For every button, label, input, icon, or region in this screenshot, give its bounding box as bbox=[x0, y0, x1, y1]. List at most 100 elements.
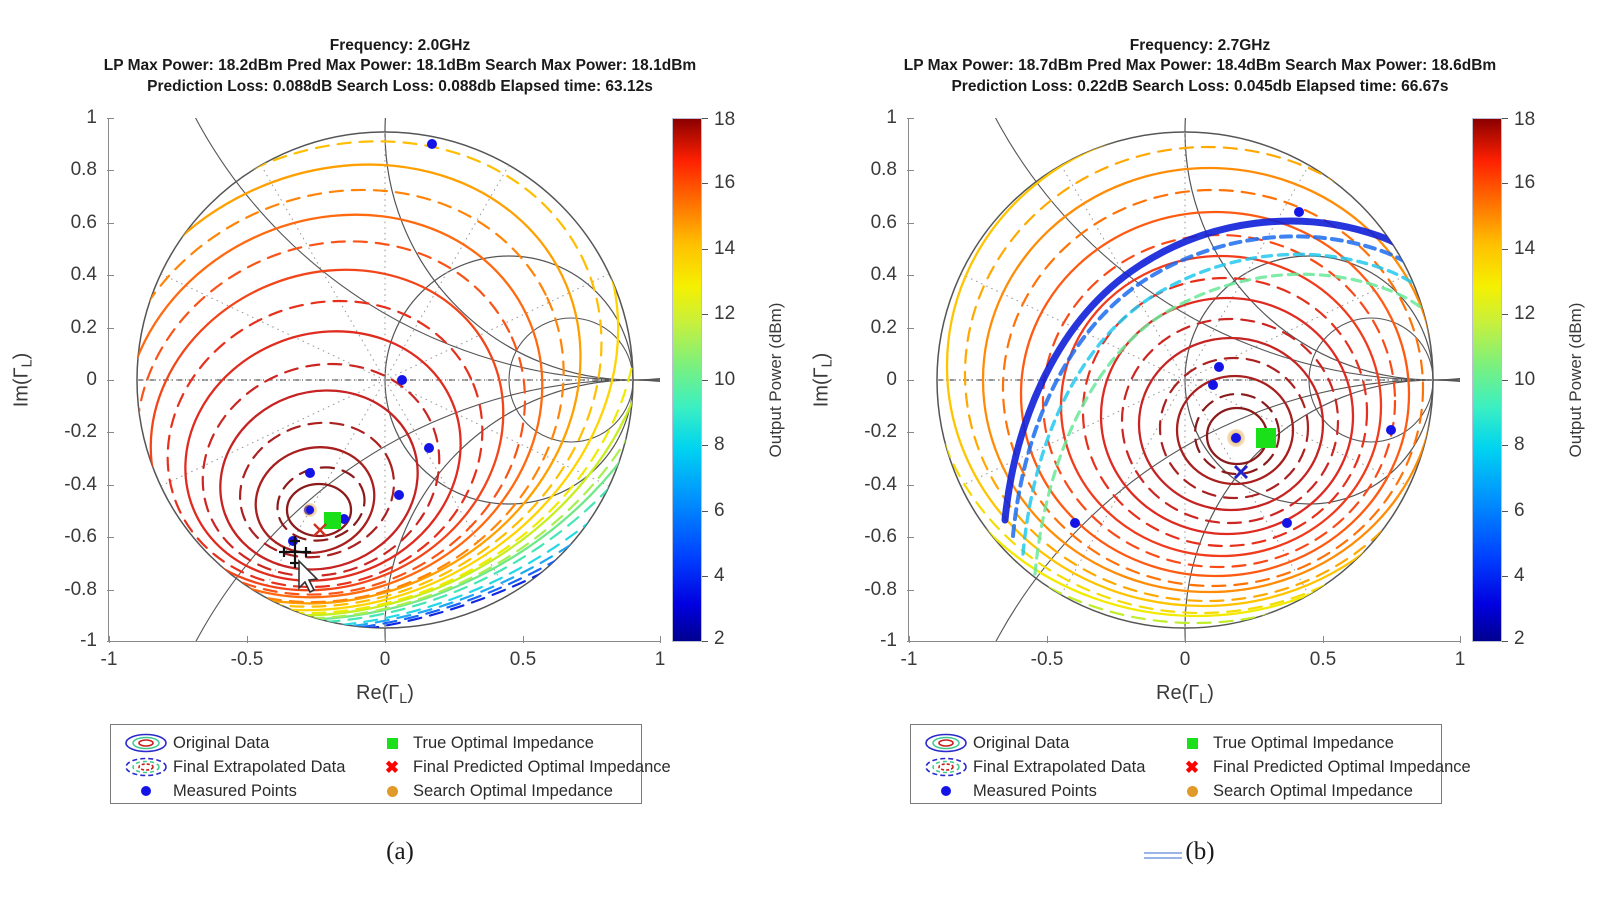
legend-item-final-predicted-optimal-impedance: ✖ Final Predicted Optimal Impedance bbox=[373, 755, 671, 779]
panel-a-xtick-0 bbox=[109, 635, 110, 643]
panel-b-xaxis-label-sub: L bbox=[1199, 691, 1208, 707]
panel-a-predicted-optimal-marker bbox=[313, 523, 327, 537]
panel-b-cbar-tick-2 bbox=[1502, 249, 1508, 250]
panel-a-xtick-label-1: -0.5 bbox=[230, 649, 264, 670]
panel-b-xtick-label-0: -1 bbox=[900, 649, 918, 670]
panel-a-yaxis-label-suffix: ) bbox=[10, 352, 33, 360]
panel-a-xtick-label-2: 0 bbox=[379, 649, 391, 670]
panel-a-ytick-label-7: -0.4 bbox=[64, 474, 97, 495]
panel-a-ytick-2 bbox=[107, 223, 115, 224]
panel-a-cbar-tick-6 bbox=[702, 511, 708, 512]
legend-label-final-predicted-optimal-impedance: Final Predicted Optimal Impedance bbox=[413, 757, 671, 776]
panel-b-cbar-tick-0 bbox=[1502, 118, 1508, 119]
panel-b-legend-col-right: True Optimal Impedance ✖ Final Predicted… bbox=[1173, 731, 1471, 803]
panel-b-cbar-label-1: 16 bbox=[1514, 172, 1536, 193]
panel-a-ytick-7 bbox=[107, 485, 115, 486]
red-x-icon: ✖ bbox=[1184, 757, 1200, 777]
panel-a-ytick-label-6: -0.2 bbox=[64, 421, 97, 442]
panel-b-cbar-tick-3 bbox=[1502, 314, 1508, 315]
panel-b-axes: -1 -0.5 0 0.5 1 1 0.8 0.6 0.4 0.2 0 -0.2… bbox=[810, 107, 1465, 707]
panel-a-legend-col-right: True Optimal Impedance ✖ Final Predicted… bbox=[373, 731, 671, 803]
panel-a-colorbar-title: Output Power (dBm) bbox=[766, 302, 785, 458]
panel-a-ytick-6 bbox=[107, 432, 115, 433]
panel-b-ytick-10 bbox=[907, 641, 915, 642]
panel-a-ytick-3 bbox=[107, 275, 115, 276]
panel-b-xtick-4 bbox=[1460, 635, 1461, 643]
panel-a-ytick-label-3: 0.4 bbox=[70, 264, 97, 285]
panel-a-ytick-label-2: 0.6 bbox=[70, 212, 97, 233]
legend-label-final-predicted-optimal-impedance: Final Predicted Optimal Impedance bbox=[1213, 757, 1471, 776]
panel-b-cbar-tick-8 bbox=[1502, 641, 1508, 642]
panel-a-yaxis-label-prefix: Im(Γ bbox=[10, 367, 33, 408]
panel-a-ytick-label-10: -1 bbox=[80, 630, 97, 651]
panel-a-colorbar-gradient bbox=[672, 118, 702, 642]
scan-artifact bbox=[1144, 852, 1182, 861]
panel-b-ytick-5 bbox=[907, 380, 915, 381]
panel-b-xtick-label-4: 1 bbox=[1454, 649, 1466, 670]
panel-a-xaxis-label-prefix: Re(Γ bbox=[356, 681, 400, 704]
panel-b-yaxis-label-prefix: Im(Γ bbox=[810, 367, 833, 408]
panel-a-xaxis-label-suffix: ) bbox=[407, 681, 414, 704]
legend-label-final-extrapolated-data: Final Extrapolated Data bbox=[173, 757, 346, 776]
contour-dashed-icon bbox=[121, 757, 171, 777]
panel-b-contours bbox=[937, 132, 1433, 628]
legend-item-true-optimal-impedance: True Optimal Impedance bbox=[373, 731, 641, 755]
panel-b-cbar-label-4: 10 bbox=[1514, 369, 1536, 390]
legend-item-final-extrapolated-data: Final Extrapolated Data bbox=[921, 755, 1169, 779]
contour-solid-icon bbox=[921, 733, 971, 753]
panel-b-ytick-2 bbox=[907, 223, 915, 224]
panel-a-xtick-label-4: 1 bbox=[654, 649, 666, 670]
panel-a-colorbar: 18 16 14 12 10 8 6 4 2 Output Power (dBm… bbox=[672, 109, 792, 649]
panel-b-cbar-label-0: 18 bbox=[1514, 109, 1536, 130]
panel-a-cbar-label-0: 18 bbox=[714, 109, 736, 130]
panel-a: Frequency: 2.0GHz LP Max Power: 18.2dBm … bbox=[0, 36, 800, 865]
panel-a-true-optimal-marker bbox=[324, 512, 341, 529]
panel-b-ytick-3 bbox=[907, 275, 915, 276]
panel-a-cbar-label-2: 14 bbox=[714, 238, 736, 259]
mouse-cursor-icon bbox=[279, 536, 319, 594]
panel-b-plot-area bbox=[909, 118, 1460, 641]
panel-a-ytick-1 bbox=[107, 170, 115, 171]
panel-b-ytick-label-4: 0.2 bbox=[870, 317, 897, 338]
panel-b-cbar-label-8: 2 bbox=[1514, 628, 1525, 649]
panel-b-xtick-3 bbox=[1323, 635, 1324, 643]
panel-a-xtick-2 bbox=[385, 635, 386, 643]
legend-label-search-optimal-impedance: Search Optimal Impedance bbox=[1213, 781, 1413, 800]
panel-b-ytick-label-9: -0.8 bbox=[864, 579, 897, 600]
legend-label-measured-points: Measured Points bbox=[173, 781, 297, 800]
panel-a-yaxis-label: Im(ΓL) bbox=[10, 353, 35, 408]
panel-a-legend: Original Data Final Extrapolated Data bbox=[110, 724, 671, 804]
panel-a-ytick-4 bbox=[107, 328, 115, 329]
green-square-icon bbox=[373, 737, 411, 749]
panel-a-title-block: Frequency: 2.0GHz LP Max Power: 18.2dBm … bbox=[0, 36, 800, 97]
blue-dot-icon bbox=[121, 786, 171, 796]
panel-a-xaxis-label: Re(ΓL) bbox=[109, 682, 661, 707]
panel-a-smith-radials bbox=[137, 132, 633, 628]
panel-b-ytick-7 bbox=[907, 485, 915, 486]
panel-b-ytick-0 bbox=[907, 118, 915, 119]
panel-b-cbar-tick-5 bbox=[1502, 445, 1508, 446]
panel-a-cbar-label-5: 8 bbox=[714, 434, 725, 455]
panel-a-xtick-label-3: 0.5 bbox=[509, 649, 537, 670]
panel-a-contour-plot bbox=[136, 118, 660, 641]
panel-a-ytick-label-1: 0.8 bbox=[70, 159, 97, 180]
panel-a-cbar-label-1: 16 bbox=[714, 172, 736, 193]
panel-a-ytick-label-0: 1 bbox=[86, 107, 97, 128]
panel-b-legend: Original Data Final Extrapolated Data bbox=[910, 724, 1471, 804]
panel-b-true-optimal-marker bbox=[1256, 428, 1276, 448]
panel-a-cbar-tick-3 bbox=[702, 314, 708, 315]
panel-b-ytick-label-8: -0.6 bbox=[864, 526, 897, 547]
legend-item-original-data: Original Data bbox=[921, 731, 1169, 755]
panel-b-title-losses: Prediction Loss: 0.22dB Search Loss: 0.0… bbox=[951, 77, 1449, 95]
panel-b-boundary-saturation-4 bbox=[1033, 272, 1433, 576]
panel-b-cbar-tick-4 bbox=[1502, 380, 1508, 381]
panel-b-cbar-tick-1 bbox=[1502, 183, 1508, 184]
panel-a-cbar-tick-8 bbox=[702, 641, 708, 642]
panel-b-cbar-label-2: 14 bbox=[1514, 238, 1536, 259]
panel-b-xaxis-label-suffix: ) bbox=[1207, 681, 1214, 704]
panel-b-ytick-label-10: -1 bbox=[880, 630, 897, 651]
legend-item-true-optimal-impedance: True Optimal Impedance bbox=[1173, 731, 1441, 755]
panel-b-xtick-label-2: 0 bbox=[1179, 649, 1191, 670]
panel-b-ytick-8 bbox=[907, 537, 915, 538]
panel-a-xtick-1 bbox=[247, 635, 248, 643]
